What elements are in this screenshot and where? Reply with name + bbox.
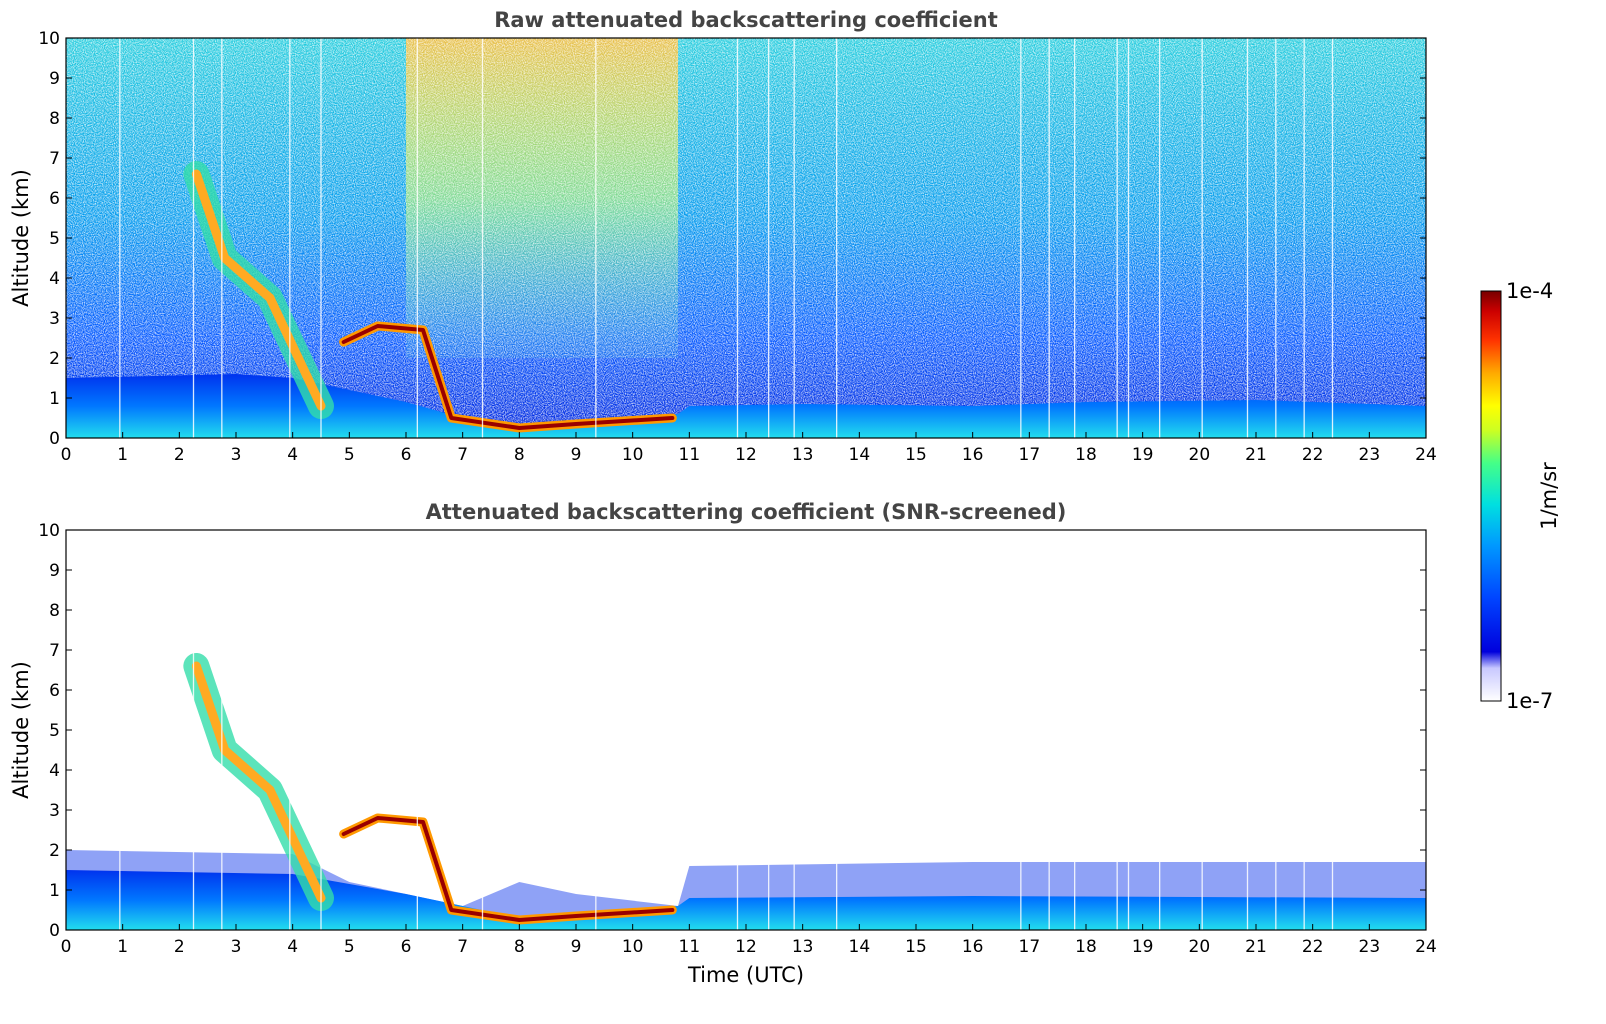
x-tick-label: 3	[231, 937, 242, 957]
x-tick-label: 9	[571, 937, 582, 957]
y-tick-label: 6	[49, 681, 60, 701]
y-tick-label: 3	[49, 309, 60, 329]
x-tick-label: 8	[514, 937, 525, 957]
x-tick-label: 20	[1189, 445, 1211, 465]
cloud-streak-core	[191, 661, 326, 903]
y-tick-label: 10	[38, 521, 60, 541]
y-tick-label: 6	[49, 189, 60, 209]
y-tick-label: 10	[38, 29, 60, 49]
cloud-layer-core	[341, 816, 675, 922]
x-tick-label: 6	[401, 445, 412, 465]
x-tick-label: 0	[61, 937, 72, 957]
colorbar-max-label: 1e-4	[1506, 279, 1553, 303]
x-tick-label: 21	[1245, 937, 1267, 957]
x-tick-label: 7	[457, 937, 468, 957]
y-tick-label: 8	[49, 109, 60, 129]
y-tick-label: 9	[49, 69, 60, 89]
heatmap-screened	[66, 530, 1426, 930]
x-tick-label: 9	[571, 445, 582, 465]
colorbar: 1e-4 1e-7 1/m/sr	[1480, 279, 1561, 713]
x-tick-label: 17	[1019, 937, 1041, 957]
x-tick-label: 10	[622, 445, 644, 465]
y-tick-label: 7	[49, 641, 60, 661]
x-tick-label: 13	[792, 445, 814, 465]
x-tick-label: 19	[1132, 937, 1154, 957]
x-tick-label: 12	[735, 445, 757, 465]
colorbar-min-label: 1e-7	[1506, 689, 1553, 713]
x-tick-label: 2	[174, 445, 185, 465]
x-tick-label: 15	[905, 937, 927, 957]
heatmap-raw	[66, 38, 1426, 438]
panel-raw: Raw attenuated backscattering coefficien…	[9, 8, 1437, 465]
y-tick-label: 2	[49, 349, 60, 369]
ylabel-2: Altitude (km)	[9, 661, 33, 799]
x-tick-label: 16	[962, 445, 984, 465]
x-tick-label: 13	[792, 937, 814, 957]
cloud-layer-core	[341, 324, 675, 430]
x-tick-label: 5	[344, 445, 355, 465]
y-tick-label: 0	[49, 921, 60, 941]
x-tick-label: 11	[679, 445, 701, 465]
y-tick-label: 9	[49, 561, 60, 581]
x-tick-label: 8	[514, 445, 525, 465]
xlabel-2: Time (UTC)	[687, 963, 804, 987]
cloud-streak-core	[191, 169, 326, 411]
x-tick-label: 14	[849, 445, 871, 465]
y-tick-label: 4	[49, 269, 60, 289]
x-tick-label: 21	[1245, 445, 1267, 465]
x-tick-label: 7	[457, 445, 468, 465]
x-tick-label: 4	[287, 937, 298, 957]
x-tick-label: 22	[1302, 937, 1324, 957]
x-tick-label: 5	[344, 937, 355, 957]
x-tick-label: 22	[1302, 445, 1324, 465]
x-tick-label: 0	[61, 445, 72, 465]
x-tick-label: 11	[679, 937, 701, 957]
x-tick-label: 23	[1359, 445, 1381, 465]
y-tick-label: 8	[49, 601, 60, 621]
x-tick-label: 23	[1359, 937, 1381, 957]
x-tick-label: 10	[622, 937, 644, 957]
x-tick-label: 20	[1189, 937, 1211, 957]
panel-2-title: Attenuated backscattering coefficient (S…	[426, 500, 1067, 524]
y-tick-label: 1	[49, 881, 60, 901]
y-tick-label: 0	[49, 429, 60, 449]
x-tick-label: 12	[735, 937, 757, 957]
x-tick-label: 6	[401, 937, 412, 957]
x-tick-label: 19	[1132, 445, 1154, 465]
x-tick-label: 17	[1019, 445, 1041, 465]
y-tick-label: 4	[49, 761, 60, 781]
y-tick-label: 2	[49, 841, 60, 861]
x-tick-label: 16	[962, 937, 984, 957]
x-tick-label: 14	[849, 937, 871, 957]
y-tick-label: 5	[49, 721, 60, 741]
colorbar-gradient	[1480, 290, 1502, 702]
x-tick-label: 18	[1075, 445, 1097, 465]
colorbar-label: 1/m/sr	[1537, 462, 1561, 530]
x-tick-label: 3	[231, 445, 242, 465]
ylabel-1: Altitude (km)	[9, 169, 33, 307]
boundary-layer	[66, 374, 1426, 438]
boundary-layer	[66, 870, 1426, 930]
y-tick-label: 1	[49, 389, 60, 409]
y-tick-label: 3	[49, 801, 60, 821]
x-tick-label: 1	[117, 937, 128, 957]
y-tick-label: 7	[49, 149, 60, 169]
y-tick-label: 5	[49, 229, 60, 249]
x-tick-label: 4	[287, 445, 298, 465]
panel-1-title: Raw attenuated backscattering coefficien…	[494, 8, 998, 32]
x-tick-label: 24	[1415, 445, 1437, 465]
x-tick-label: 15	[905, 445, 927, 465]
x-tick-label: 24	[1415, 937, 1437, 957]
panel-screened: Attenuated backscattering coefficient (S…	[9, 500, 1437, 987]
x-tick-label: 1	[117, 445, 128, 465]
x-tick-label: 18	[1075, 937, 1097, 957]
x-tick-label: 2	[174, 937, 185, 957]
